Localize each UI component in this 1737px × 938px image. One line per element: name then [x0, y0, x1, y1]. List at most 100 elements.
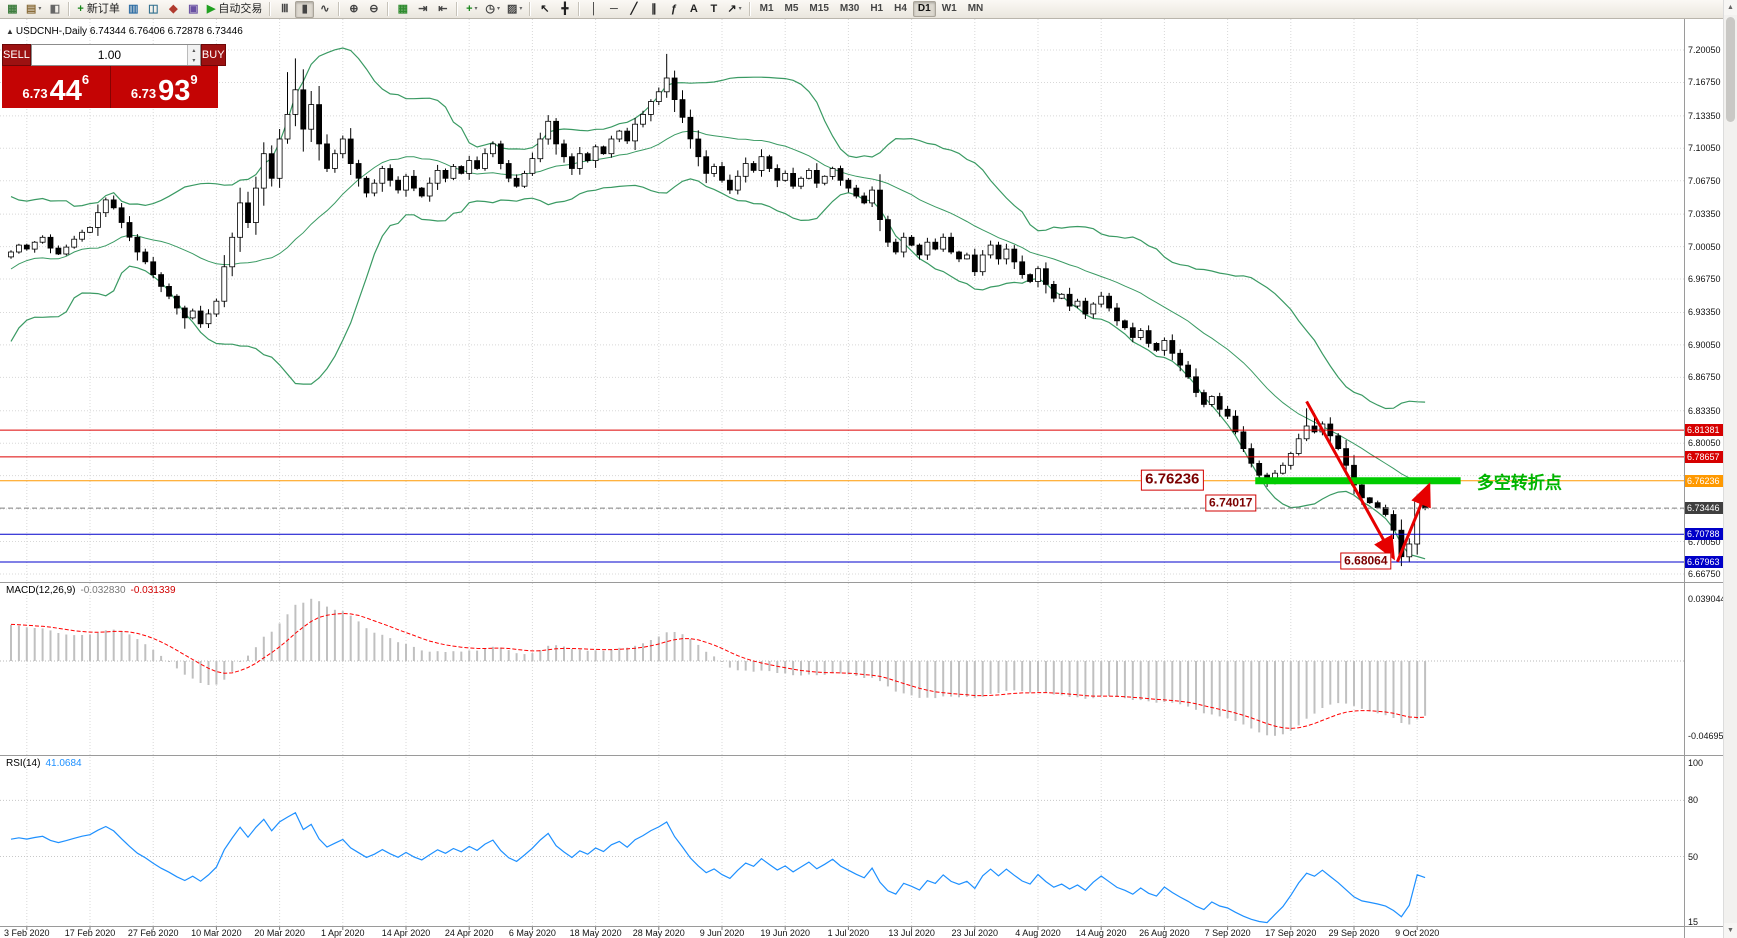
sell-price-prefix: 6.73 [22, 86, 48, 101]
toolbar-separator [456, 2, 459, 16]
timeframe-d1[interactable]: D1 [912, 1, 936, 17]
market-watch-icon[interactable]: ▥ [128, 2, 139, 15]
timeframe-h1[interactable]: H1 [870, 3, 884, 14]
price-tag-label[interactable]: 6.74017 [1205, 494, 1257, 512]
text-icon[interactable]: A [689, 2, 698, 15]
buy-price-big: 93 [158, 75, 191, 108]
page-scrollbar: ▲ ▼ [1723, 0, 1737, 938]
price-tick: 6.90050 [1688, 339, 1721, 350]
green-turning-zone[interactable] [1255, 477, 1461, 485]
autotrading-button[interactable]: ▶ 自动交易 [206, 2, 263, 15]
toolbar-separator [578, 2, 581, 16]
trend-arrows[interactable] [1305, 400, 1431, 563]
zoom-in-icon[interactable]: ⊕ [349, 2, 359, 15]
timeframe-m5[interactable]: M5 [784, 3, 799, 14]
toolbar-separator [529, 2, 532, 16]
rsi-value: 41.0684 [45, 758, 82, 769]
chevron-down-icon: ▾ [496, 6, 500, 12]
chevron-down-icon: ▾ [474, 6, 478, 12]
pane-separator-rsi[interactable] [0, 755, 1723, 756]
date-tick: 1 Jul 2020 [827, 928, 870, 938]
vertical-line-icon[interactable]: │ [590, 2, 598, 15]
data-window-icon[interactable]: ◫ [148, 2, 159, 15]
rsi-line [10, 811, 1426, 924]
price-level-badge: 6.73446 [1685, 502, 1723, 515]
symbol-ohlc: 6.74344 6.76406 6.72878 6.73446 [89, 26, 243, 37]
macd-histogram [10, 598, 1427, 736]
scrollbar-down-icon[interactable]: ▼ [1724, 923, 1737, 938]
chevron-down-icon: ▾ [519, 6, 523, 12]
indicators-icon[interactable]: + ▾ [466, 2, 478, 15]
date-axis-separator [0, 926, 1723, 927]
fibonacci-icon[interactable]: ƒ [670, 2, 677, 15]
sell-price[interactable]: 6.73 44 6 [2, 66, 111, 108]
candlestick-chart-icon[interactable]: ▮ [295, 0, 315, 18]
date-tick: 6 May 2020 [508, 928, 556, 938]
chart-list-icon[interactable]: ◧ [49, 2, 61, 15]
price-tick: 7.00050 [1688, 241, 1721, 252]
price-tick: 7.10050 [1688, 143, 1721, 154]
buy-price-prefix: 6.73 [130, 86, 157, 101]
timeframe-m30[interactable]: M30 [839, 3, 860, 14]
navigator-icon[interactable]: ◆ [169, 2, 178, 15]
volume-input[interactable] [31, 45, 187, 65]
trendline-icon[interactable]: ╱ [630, 2, 638, 15]
new-chart-icon[interactable]: ▦ [7, 2, 18, 15]
periods-icon[interactable]: ◷ ▾ [485, 2, 500, 15]
date-tick: 13 Jul 2020 [888, 928, 935, 938]
horizontal-lines-layer[interactable] [0, 429, 1684, 563]
date-tick: 4 Aug 2020 [1015, 928, 1061, 938]
bar-chart-icon[interactable]: Ⅲ [281, 2, 289, 15]
bull-bear-turning-point-label[interactable]: 多空转折点 [1476, 473, 1562, 493]
profiles-icon[interactable]: ▤ ▾ [26, 2, 42, 15]
zoom-out-icon[interactable]: ⊖ [369, 2, 379, 15]
rsi-header: RSI(14) 41.0684 [6, 758, 82, 769]
volume-up-icon[interactable]: ▴ [187, 45, 200, 55]
toolbar-separator [269, 2, 272, 16]
buy-button[interactable]: BUY [200, 44, 226, 66]
scrollbar-thumb[interactable] [1726, 17, 1735, 122]
scrollbar-up-icon[interactable]: ▲ [1724, 0, 1737, 15]
one-click-toggle-icon[interactable]: ▲ [6, 27, 14, 36]
buy-price[interactable]: 6.73 93 9 [110, 66, 218, 108]
price-axis-separator [1684, 19, 1685, 938]
timeframe-w1[interactable]: W1 [941, 3, 957, 14]
bollinger-bands [10, 47, 1426, 560]
macd-axis-tick: -0.046959 [1688, 730, 1729, 741]
date-tick: 10 Mar 2020 [191, 928, 242, 938]
timeframe-m15[interactable]: M15 [809, 3, 829, 14]
date-tick: 28 May 2020 [632, 928, 685, 938]
auto-scroll-icon[interactable]: ⇥ [418, 2, 428, 15]
date-tick: 27 Feb 2020 [127, 928, 179, 938]
templates-icon[interactable]: ▨ ▾ [506, 2, 523, 15]
channel-icon[interactable]: ∥ [651, 2, 657, 15]
date-tick: 18 May 2020 [569, 928, 622, 938]
volume-down-icon[interactable]: ▾ [187, 55, 200, 65]
tile-windows-icon[interactable]: ▦ [397, 2, 409, 15]
timeframe-mn[interactable]: MN [967, 3, 984, 14]
timeframe-m1[interactable]: M1 [759, 3, 774, 14]
date-tick: 9 Oct 2020 [1395, 928, 1440, 938]
price-level-badge: 6.67963 [1685, 556, 1723, 568]
text-label-icon[interactable]: T [710, 2, 718, 15]
crosshair-icon[interactable]: ╋ [561, 2, 569, 15]
price-tag-label[interactable]: 6.76236 [1141, 469, 1204, 491]
horizontal-line-icon[interactable]: ─ [609, 2, 618, 15]
pane-separator-macd[interactable] [0, 582, 1723, 583]
rsi-axis-tick: 100 [1688, 758, 1704, 768]
rsi-axis-tick: 80 [1688, 795, 1699, 806]
price-level-badge: 6.76236 [1685, 474, 1723, 487]
timeframe-h4[interactable]: H4 [894, 3, 907, 14]
chart-shift-icon[interactable]: ⇤ [438, 2, 448, 15]
price-tag-label[interactable]: 6.68064 [1340, 552, 1392, 570]
terminal-icon[interactable]: ▣ [188, 2, 199, 15]
date-tick: 14 Aug 2020 [1075, 928, 1127, 938]
price-tick: 7.13350 [1688, 110, 1721, 121]
arrows-icon[interactable]: ↗ ▾ [727, 2, 742, 15]
line-chart-icon[interactable]: ∿ [320, 2, 330, 15]
cursor-icon[interactable]: ↖ [540, 2, 550, 15]
new-order-button[interactable]: + 新订单 [77, 2, 120, 15]
macd-axis-tick: 0.039044 [1688, 593, 1726, 604]
sell-button[interactable]: SELL [2, 44, 31, 66]
